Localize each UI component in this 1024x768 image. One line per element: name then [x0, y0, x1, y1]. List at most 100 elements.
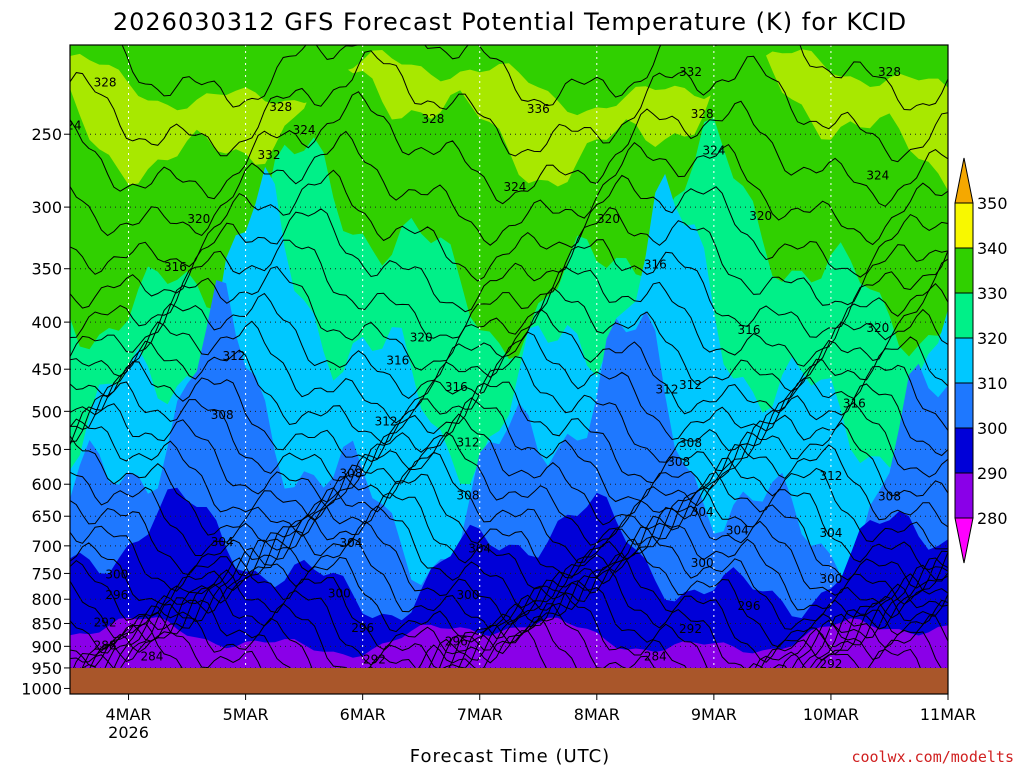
x-tick-label: 11MAR: [920, 705, 976, 724]
colorbar-label: 280: [977, 509, 1008, 528]
credit-link[interactable]: coolwx.com/modelts: [851, 748, 1014, 766]
y-tick-label: 250: [31, 125, 62, 144]
contour-line: [70, 487, 948, 592]
colorbar-label: 340: [977, 239, 1008, 258]
contour-label: 300: [105, 568, 128, 582]
y-tick-label: 650: [31, 507, 62, 526]
contour-label: 292: [679, 622, 702, 636]
contour-label: 308: [457, 488, 480, 502]
contour-line: [70, 381, 948, 484]
contour-line: [70, 258, 948, 371]
x-axis-title: Forecast Time (UTC): [410, 746, 610, 767]
contour-label: 320: [597, 212, 620, 226]
contour-line: [70, 282, 948, 400]
contour-label: 288: [94, 638, 117, 652]
contour-line: [70, 91, 948, 207]
contour-line: [70, 207, 948, 313]
y-tick-label: 400: [31, 313, 62, 332]
colorbar-segment: [954, 337, 974, 384]
contour-label: 324: [293, 123, 316, 137]
ground-terrain: [70, 668, 948, 694]
contour-line: [70, 308, 948, 424]
contour-label: 324: [59, 118, 82, 132]
contour-label: 320: [187, 212, 210, 226]
colorbar-arrow-bottom: [954, 517, 974, 564]
y-tick-label: 600: [31, 475, 62, 494]
colorbar-segment: [954, 247, 974, 294]
contour-label: 296: [738, 599, 761, 613]
contour-label: 324: [702, 144, 725, 158]
y-tick-label: 950: [31, 659, 62, 678]
y-tick-label: 450: [31, 360, 62, 379]
contour-line: [70, 526, 948, 640]
colorbar-segment: [954, 382, 974, 429]
contour-line: [70, 505, 948, 609]
contour-line: [70, 451, 948, 564]
y-tick-label: 900: [31, 637, 62, 656]
contour-label: 304: [468, 542, 491, 556]
contour-lines: [70, 45, 948, 694]
contour-label: 308: [340, 467, 363, 481]
colorbar-segment: [954, 427, 974, 474]
contour-label: 332: [258, 148, 281, 162]
colorbar-segment: [954, 202, 974, 249]
y-tick-label: 700: [31, 537, 62, 556]
chart-title: 2026030312 GFS Forecast Potential Temper…: [113, 8, 907, 36]
contour-label: 300: [819, 572, 842, 586]
colorbar-label: 330: [977, 284, 1008, 303]
contour-line: [70, 568, 948, 678]
contour-label: 336: [527, 102, 550, 116]
contour-label: 312: [819, 469, 842, 483]
contour-label: 328: [94, 76, 117, 90]
contour-label: 324: [503, 180, 526, 194]
temperature-bands: [70, 46, 948, 694]
contour-label: 312: [222, 349, 245, 363]
contour-line: [70, 538, 948, 654]
x-tick-label: 7MAR: [457, 705, 503, 724]
contour-line: [70, 50, 948, 163]
x-tick-label: 10MAR: [803, 705, 859, 724]
y-tick-label: 850: [31, 614, 62, 633]
contour-label: 304: [726, 523, 749, 537]
contour-label: 308: [211, 408, 234, 422]
colorbar-label: 320: [977, 329, 1008, 348]
contour-label: 296: [445, 634, 468, 648]
contour-label: 304: [819, 526, 842, 540]
contour-label: 316: [386, 354, 409, 368]
contour-label: 312: [679, 378, 702, 392]
contour-label: 332: [679, 65, 702, 79]
contour-label: 300: [691, 556, 714, 570]
contour-label: 300: [328, 587, 351, 601]
contour-label: 300: [457, 588, 480, 602]
contour-label: 292: [94, 615, 117, 629]
y-tick-label: 500: [31, 402, 62, 421]
contour-label: 328: [878, 65, 901, 79]
contour-label: 320: [866, 321, 889, 335]
contour-line: [70, 356, 948, 463]
contour-label: 312: [457, 436, 480, 450]
contour-label: 328: [269, 100, 292, 114]
contour-label: 312: [35, 346, 58, 360]
contour-label: 284: [140, 650, 163, 664]
contour-label: 304: [211, 535, 234, 549]
contour-line: [70, 471, 948, 579]
contour-line: [70, 552, 948, 668]
grid-lines: [70, 45, 948, 694]
contour-label: 308: [679, 436, 702, 450]
y-tick-label: 350: [31, 260, 62, 279]
contour-label: 308: [667, 455, 690, 469]
contour-label: 304: [691, 505, 714, 519]
contour-line: [70, 611, 948, 694]
colorbar-label: 300: [977, 419, 1008, 438]
colorbar-label: 350: [977, 194, 1008, 213]
contour-label: 320: [410, 331, 433, 345]
colorbar-segment: [954, 292, 974, 339]
contour-label: 316: [164, 260, 187, 274]
contour-label: 320: [749, 209, 772, 223]
contour-label: 304: [340, 536, 363, 550]
y-tick-label: 800: [31, 590, 62, 609]
contour-label: 316: [843, 396, 866, 410]
contour-line: [70, 431, 948, 546]
